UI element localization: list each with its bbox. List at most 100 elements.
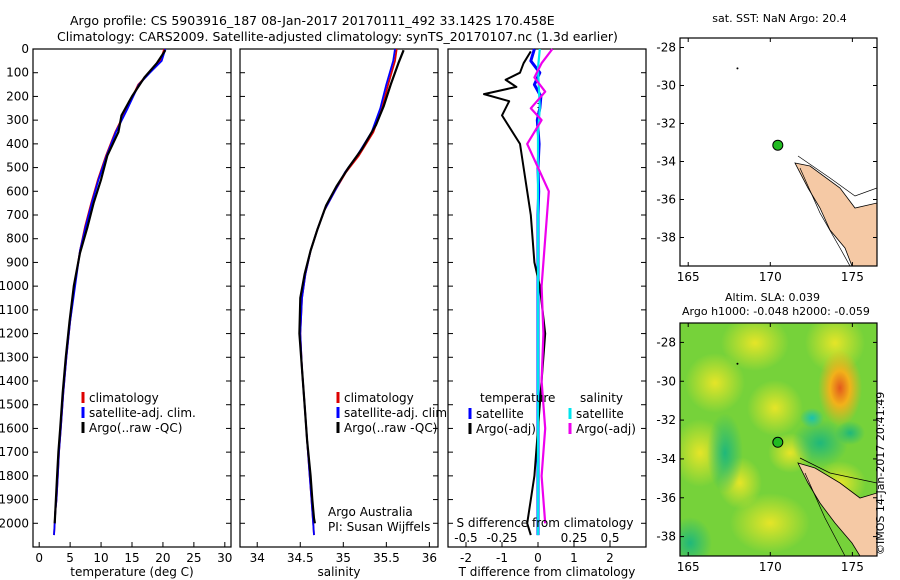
salinity-panel: 34 34.5 35 35.5 36 salinity climatologysatelli… (239, 48, 451, 579)
difference-panel: -2 -1 0 1 2T difference from climatology -0.5… (447, 48, 647, 579)
salinity-frame (239, 48, 439, 548)
s-diff-tick-label: 0.5 (600, 531, 619, 545)
sla-anomaly-blob (721, 323, 789, 371)
depth-tick-label: 1800 (0, 469, 29, 483)
sst-map-land-layer (794, 155, 877, 266)
diff-legend-heading: temperature (480, 391, 555, 405)
sla-anomaly-blob (800, 408, 824, 428)
salinity-xtick-label: 34 (250, 551, 265, 565)
argo-float-marker (772, 139, 784, 151)
series-argo-raw-qc- (53, 49, 167, 524)
depth-tick-label: 1200 (0, 327, 29, 341)
sla-anomaly-blob (680, 517, 712, 556)
salinity-xtick-label: 35.5 (373, 551, 400, 565)
temperature-xtick-label: 20 (155, 551, 170, 565)
difference-xtick-label: -2 (460, 551, 472, 565)
depth-tick-label: 1700 (0, 445, 29, 459)
depth-tick-label: 400 (6, 137, 29, 151)
temperature-xtick-label: 10 (93, 551, 108, 565)
sla-map-lon-label: 175 (841, 560, 864, 574)
sst-map-frame (679, 37, 878, 267)
diff-legend-label: satellite (576, 407, 624, 421)
title-line-1: Argo profile: CS 5903916_187 08-Jan-2017… (70, 13, 555, 28)
salinity-xtick-label: 34.5 (287, 551, 314, 565)
difference-xtick-label: 0 (534, 551, 542, 565)
copyright-stamp: ©IMOS 14-Jan-2017 20:41:49 (874, 391, 887, 555)
sst-map: 165 170 175 -28 -30 -32 -34 -36 -38 sat. SST: NaN… (656, 12, 878, 284)
sla-anomaly-blob (747, 380, 803, 436)
sla-map-lat-label: -36 (656, 491, 676, 505)
land-north-island (794, 162, 877, 266)
diff-series-satellite (536, 48, 541, 536)
island-dot (736, 67, 739, 70)
series-argo-raw-qc- (298, 49, 405, 524)
sla-anomaly-blob (685, 353, 745, 413)
argo-float-marker (772, 436, 784, 448)
land-north-island (797, 462, 877, 556)
temperature-xlabel: temperature (deg C) (70, 565, 193, 579)
legend-label: Argo(..raw -QC) (344, 421, 437, 435)
difference-frame (447, 48, 647, 548)
legend-label: Argo(..raw -QC) (89, 421, 182, 435)
sst-map-lon-label: 175 (841, 270, 864, 284)
depth-tick-label: 1100 (0, 303, 29, 317)
depth-tick-label: 0 (21, 42, 29, 56)
temperature-panel: 0100200300400500600700800900100011001200… (0, 42, 232, 579)
temperature-xtick-label: 25 (186, 551, 201, 565)
legend-label: satellite-adj. clim. (89, 406, 196, 420)
diff-legend-heading: salinity (580, 391, 623, 405)
sla-anomaly-blob (730, 493, 810, 553)
sla-anomaly-blob (818, 350, 862, 426)
sst-map-title: sat. SST: NaN Argo: 20.4 (712, 12, 846, 25)
sla-map-lat-label: -32 (656, 413, 676, 427)
sla-map-lat-label: -30 (656, 374, 676, 388)
sst-map-lon-label: 170 (759, 270, 782, 284)
depth-tick-label: 300 (6, 113, 29, 127)
sla-map-lat-label: -28 (656, 335, 676, 349)
salinity-xtick-label: 36 (422, 551, 437, 565)
s-diff-tick-label: 0.25 (561, 531, 588, 545)
legend-label: climatology (89, 391, 159, 405)
sla-anomaly-blob (707, 413, 743, 493)
depth-tick-label: 600 (6, 184, 29, 198)
depth-tick-label: 1600 (0, 421, 29, 435)
sla-map-lat-label: -34 (656, 452, 676, 466)
depth-tick-label: 1400 (0, 374, 29, 388)
difference-xtick-label: 2 (606, 551, 614, 565)
diff-series-argo-adj- (483, 50, 547, 536)
salinity-xtick-label: 35 (336, 551, 351, 565)
temperature-xtick-label: 5 (66, 551, 74, 565)
depth-tick-label: 500 (6, 161, 29, 175)
title-line-2: Climatology: CARS2009. Satellite-adjuste… (57, 29, 618, 44)
s-diff-tick-label: -0.25 (486, 531, 517, 545)
diff-legend-label: Argo(-adj) (576, 422, 636, 436)
s-diff-tick-label: -0.5 (454, 531, 477, 545)
sst-map-lon-label: 165 (677, 270, 700, 284)
annotation-line: Argo Australia (328, 505, 413, 519)
salinity-xlabel: salinity (317, 565, 360, 579)
depth-tick-label: 700 (6, 208, 29, 222)
depth-tick-label: 1300 (0, 350, 29, 364)
island-dot (736, 362, 739, 365)
sst-map-lat-label: -36 (656, 193, 676, 207)
legend-label: climatology (344, 391, 414, 405)
sla-field (680, 323, 877, 556)
sla-anomaly-blob (792, 419, 848, 467)
depth-tick-label: 1500 (0, 398, 29, 412)
sla-map: 165 170 175 -28 -30 -32 -34 -36 -38 Altim. SLA: 0… (656, 291, 878, 574)
temperature-frame (32, 48, 232, 548)
depth-tick-label: 800 (6, 232, 29, 246)
sst-map-lat-label: -38 (656, 231, 676, 245)
sla-map-subtitle: Argo h1000: -0.048 h2000: -0.059 (682, 305, 870, 318)
depth-tick-label: 1000 (0, 279, 29, 293)
difference-xlabel: T difference from climatology (458, 565, 636, 579)
diff-series-argo-adj- (526, 48, 554, 524)
bathymetry-contour (797, 155, 877, 266)
annotation-line: PI: Susan Wijffels (328, 520, 430, 534)
depth-tick-label: 200 (6, 89, 29, 103)
sst-map-lat-label: -32 (656, 117, 676, 131)
sla-map-frame (679, 322, 878, 557)
temperature-xtick-label: 15 (124, 551, 139, 565)
sla-anomaly-blob (835, 421, 865, 445)
